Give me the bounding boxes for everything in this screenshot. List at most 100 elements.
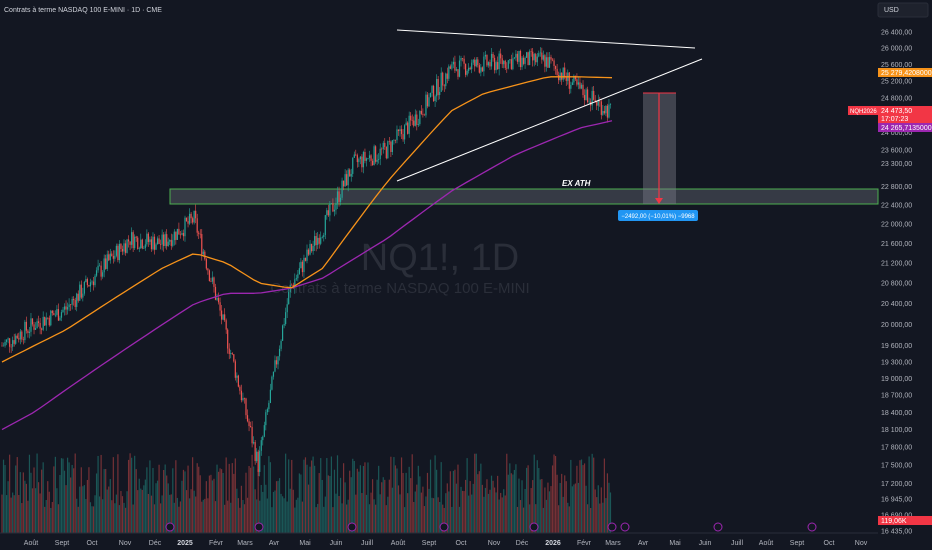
volume-bar [562, 496, 564, 533]
event-icon[interactable] [439, 522, 449, 532]
time-tick-label: Oct [87, 540, 98, 547]
price-tick-label: 26 400,00 [881, 30, 912, 37]
candle-body [262, 436, 264, 441]
volume-bar [516, 506, 519, 533]
volume-bar [271, 507, 273, 533]
volume-bar [249, 467, 252, 533]
event-icon[interactable] [607, 522, 617, 532]
candle-body [597, 100, 599, 106]
volume-bar [419, 476, 421, 533]
volume-bar [115, 494, 117, 533]
candle-body [515, 53, 517, 58]
price-tick-label: 17 800,00 [881, 445, 912, 452]
candle-body [102, 272, 104, 277]
candle-body [576, 79, 578, 85]
ex-ath-zone[interactable] [169, 188, 879, 205]
volume-bar [164, 464, 166, 533]
volume-bar [170, 494, 172, 533]
candle-body [60, 312, 63, 318]
candle-body [275, 360, 278, 365]
candle-body [336, 191, 339, 204]
event-icon[interactable] [254, 522, 264, 532]
price-tick-label: 18 400,00 [881, 410, 912, 417]
volume-bar [295, 499, 297, 533]
volume-bar [559, 482, 561, 533]
volume-bar [158, 464, 160, 533]
price-tick-label: 23 300,00 [881, 161, 912, 168]
volume-bar [527, 465, 529, 533]
volume-bar [253, 466, 255, 533]
volume-bar [303, 459, 305, 533]
event-icon[interactable] [165, 522, 175, 532]
volume-bar [248, 466, 250, 533]
volume-bar [106, 489, 108, 533]
event-icon[interactable] [620, 522, 630, 532]
volume-bar [187, 465, 189, 533]
candle-body [129, 241, 131, 245]
candle-body [474, 59, 476, 67]
candle-body [571, 82, 573, 85]
candle-body [492, 53, 494, 58]
volume-bar [465, 479, 467, 533]
upper-trendline[interactable] [396, 29, 696, 49]
currency-button[interactable] [877, 2, 929, 18]
candle-body [315, 236, 317, 246]
volume-bar [567, 502, 569, 533]
volume-bar [414, 491, 416, 533]
volume-bar [541, 479, 543, 533]
volume-bar [117, 454, 119, 533]
event-icon[interactable] [347, 522, 357, 532]
candle-body [285, 312, 287, 325]
volume-bar [144, 479, 146, 533]
volume-bar [579, 460, 581, 533]
candle-body [91, 281, 93, 283]
volume-bar [166, 475, 168, 533]
lower-trendline[interactable] [396, 58, 703, 182]
candle-body [378, 158, 380, 160]
volume-bar [356, 468, 358, 533]
candle-body [327, 210, 329, 216]
candle-body [522, 57, 525, 64]
volume-bar [292, 489, 294, 533]
event-icon[interactable] [529, 522, 539, 532]
volume-bar [460, 486, 462, 533]
candle-body [472, 59, 474, 63]
candle-body [24, 321, 26, 341]
time-tick-label: Sept [422, 540, 436, 547]
candle-body [591, 90, 593, 106]
volume-bar [140, 488, 142, 533]
event-icon[interactable] [807, 522, 817, 532]
volume-bar [359, 465, 361, 533]
candle-body [298, 268, 300, 275]
volume-bar [176, 497, 178, 533]
candle-body [558, 74, 560, 81]
volume-bar [405, 472, 407, 533]
volume-bar [178, 506, 180, 533]
volume-bar [36, 453, 38, 533]
candle-body [156, 238, 159, 245]
volume-bar [550, 486, 552, 533]
candle-body [282, 325, 284, 341]
volume-bar [60, 458, 63, 533]
volume-bar [210, 474, 212, 533]
volume-bar [489, 489, 491, 533]
candle-body [493, 57, 496, 71]
volume-bar [529, 504, 531, 533]
volume-bar [149, 460, 151, 533]
volume-bar [504, 495, 506, 533]
candle-body [198, 232, 200, 234]
candle-body [239, 386, 241, 391]
volume-bar [442, 504, 444, 533]
time-tick-label: Nov [855, 540, 868, 547]
candle-body [260, 440, 262, 451]
candle-body [353, 154, 355, 158]
candle-body [532, 51, 534, 61]
candle-body [352, 157, 354, 174]
volume-bar [285, 453, 287, 533]
event-icon[interactable] [713, 522, 723, 532]
time-axis[interactable]: Août Sept Oct Nov Déc 2025 Févr Mars Avr Mai Juin J… [24, 540, 868, 547]
volume-bar [134, 455, 136, 533]
price-axis[interactable]: 26 400,00 26 000,00 25 600,00 25 200,00 24 8… [881, 30, 912, 536]
candle-body [134, 236, 136, 249]
